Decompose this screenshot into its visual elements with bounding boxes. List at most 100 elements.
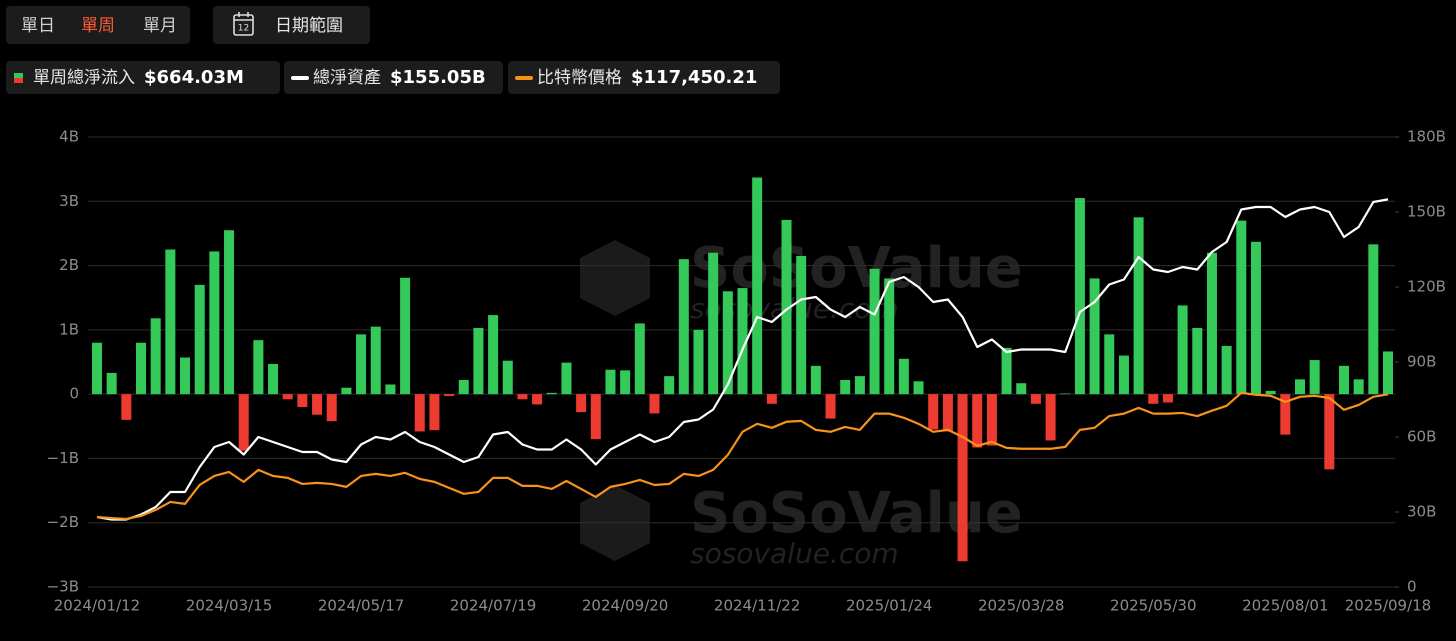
x-tick-label: 2025/05/30 — [1110, 597, 1196, 615]
tab-group — [6, 6, 190, 44]
bar — [121, 394, 132, 420]
y-tick-label: 0 — [69, 385, 79, 403]
date-button-label[interactable]: 日期範圍 — [275, 16, 343, 36]
legend-value: $664.03M — [144, 67, 244, 88]
bar — [590, 394, 601, 440]
legend-swatch — [14, 73, 23, 78]
watermark-site: sosovalue.com — [690, 537, 899, 570]
bar — [180, 357, 191, 395]
bar — [1324, 394, 1335, 470]
bar — [1192, 327, 1203, 395]
bar — [1016, 383, 1027, 395]
bar — [1060, 393, 1071, 395]
tab[interactable]: 單日 — [21, 16, 55, 36]
bar — [854, 376, 865, 395]
bar — [913, 381, 924, 395]
bar — [1294, 379, 1305, 395]
legend-name: 單周總淨流入 — [33, 68, 135, 88]
bar — [312, 394, 323, 415]
bar — [825, 394, 836, 419]
bar — [1368, 244, 1379, 395]
legend-name: 總淨資產 — [313, 68, 381, 88]
bar — [326, 394, 337, 422]
y-tick-label: 3B — [59, 192, 79, 210]
y-tick-label: −3B — [47, 578, 79, 596]
bar — [106, 372, 117, 395]
bar — [224, 230, 235, 395]
bar — [502, 360, 513, 395]
legend-item — [284, 61, 503, 94]
legend-value: $155.05B — [390, 67, 486, 88]
bar — [165, 249, 176, 395]
bar — [150, 318, 161, 395]
x-tick-label: 2024/07/19 — [450, 597, 536, 615]
bar — [268, 363, 279, 395]
bar — [297, 394, 308, 407]
legend-name: 比特幣價格 — [537, 68, 622, 88]
bar — [957, 394, 968, 562]
bar — [810, 365, 821, 395]
bar — [1265, 390, 1276, 395]
bar — [928, 394, 939, 430]
bar — [473, 327, 484, 395]
bar — [1162, 394, 1173, 403]
bar — [282, 394, 293, 400]
x-tick-label: 2025/01/24 — [846, 597, 932, 615]
bar — [605, 369, 616, 395]
bar — [1383, 351, 1393, 395]
y-tick-label: 1B — [59, 320, 79, 338]
bar — [766, 394, 777, 404]
bar — [1221, 345, 1232, 395]
bar — [942, 394, 953, 432]
bar — [576, 394, 587, 413]
bar — [678, 259, 689, 395]
x-tick-label: 2024/09/20 — [582, 597, 668, 615]
bar — [737, 288, 748, 395]
y-tick-label: 2B — [59, 256, 79, 274]
bar — [194, 284, 205, 395]
y2-tick-label: 120B — [1407, 278, 1446, 296]
bar — [1206, 252, 1217, 395]
x-tick-label: 2024/01/12 — [54, 597, 140, 615]
bar — [209, 251, 220, 395]
bar — [796, 255, 807, 395]
y2-tick-label: 60B — [1407, 428, 1436, 446]
calendar-icon: 12 — [233, 12, 254, 36]
bar — [1250, 241, 1261, 395]
bar — [1133, 217, 1144, 395]
tab[interactable]: 單月 — [143, 16, 177, 36]
bar — [869, 268, 880, 395]
bar — [341, 387, 352, 395]
bar — [972, 394, 983, 448]
bar — [517, 394, 528, 400]
legend-swatch — [14, 78, 23, 83]
bar — [1001, 347, 1012, 395]
bar — [414, 394, 425, 432]
bar — [1089, 278, 1100, 395]
bar — [649, 394, 660, 414]
tab[interactable]: 單周 — [81, 16, 115, 36]
bar — [1338, 365, 1349, 395]
bar — [1045, 394, 1056, 441]
bar — [444, 394, 455, 397]
bar — [693, 329, 704, 395]
bar — [1030, 394, 1041, 404]
y-tick-label: −2B — [47, 513, 79, 531]
bar — [400, 277, 411, 395]
bar — [1148, 394, 1159, 404]
bar — [752, 177, 763, 395]
bar — [634, 323, 645, 395]
bar — [1074, 198, 1085, 395]
bar — [781, 219, 792, 395]
bar — [620, 370, 631, 395]
bar — [532, 394, 543, 405]
bar — [92, 342, 102, 395]
bar — [253, 340, 264, 395]
bar — [136, 342, 147, 395]
y2-tick-label: 90B — [1407, 353, 1436, 371]
bar — [1118, 355, 1129, 395]
x-tick-label: 2025/08/01 — [1242, 597, 1328, 615]
y2-tick-label: 0 — [1407, 578, 1417, 596]
bar — [840, 380, 851, 395]
watermark-site: sosovalue.com — [690, 292, 899, 325]
